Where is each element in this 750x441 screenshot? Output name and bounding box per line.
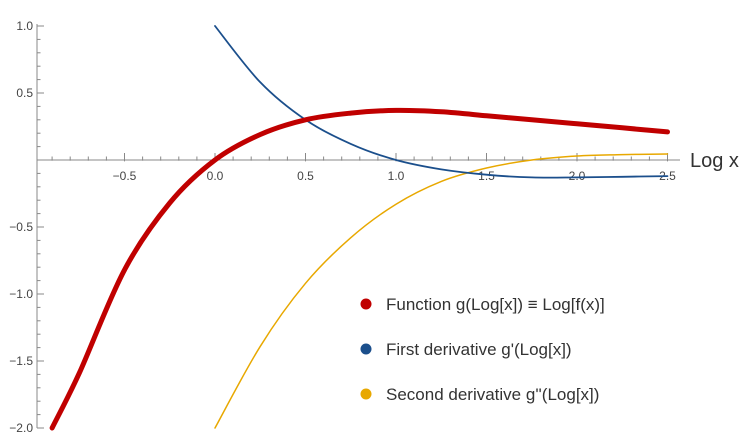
y-tick-label: 1.0 (16, 19, 33, 33)
x-tick-label: 0.5 (297, 169, 314, 183)
legend: Function g(Log[x]) ≡ Log[f(x)] First deri… (360, 295, 605, 404)
y-tick-label: −1.0 (9, 287, 33, 301)
legend-marker (360, 298, 372, 310)
x-axis-label: Log x (690, 150, 739, 172)
y-tick-label: −0.5 (9, 220, 33, 234)
legend-marker (360, 388, 372, 400)
series-line-1 (49, 107, 670, 431)
legend-marker (360, 343, 372, 355)
x-tick-label: 0.0 (207, 169, 224, 183)
legend-label: Function g(Log[x]) ≡ Log[f(x)] (386, 295, 605, 314)
x-tick-label: 1.5 (478, 169, 495, 183)
axes: −0.5 0.0 0.5 1.0 1.5 2.0 2.51.00.5−0.5−1.0−1.5… (9, 19, 680, 435)
y-tick-label: 0.5 (16, 86, 33, 100)
legend-label: First derivative g'(Log[x]) (386, 340, 572, 359)
x-tick-label: 2.0 (569, 169, 586, 183)
series-layer (49, 25, 670, 431)
y-tick-label: −1.5 (9, 354, 33, 368)
series-line-2 (214, 25, 669, 179)
legend-label: Second derivative g''(Log[x]) (386, 385, 599, 404)
x-tick-label: −0.5 (113, 169, 137, 183)
x-tick-label: 1.0 (388, 169, 405, 183)
series-line-3 (214, 153, 669, 429)
y-tick-label: −2.0 (9, 421, 33, 435)
